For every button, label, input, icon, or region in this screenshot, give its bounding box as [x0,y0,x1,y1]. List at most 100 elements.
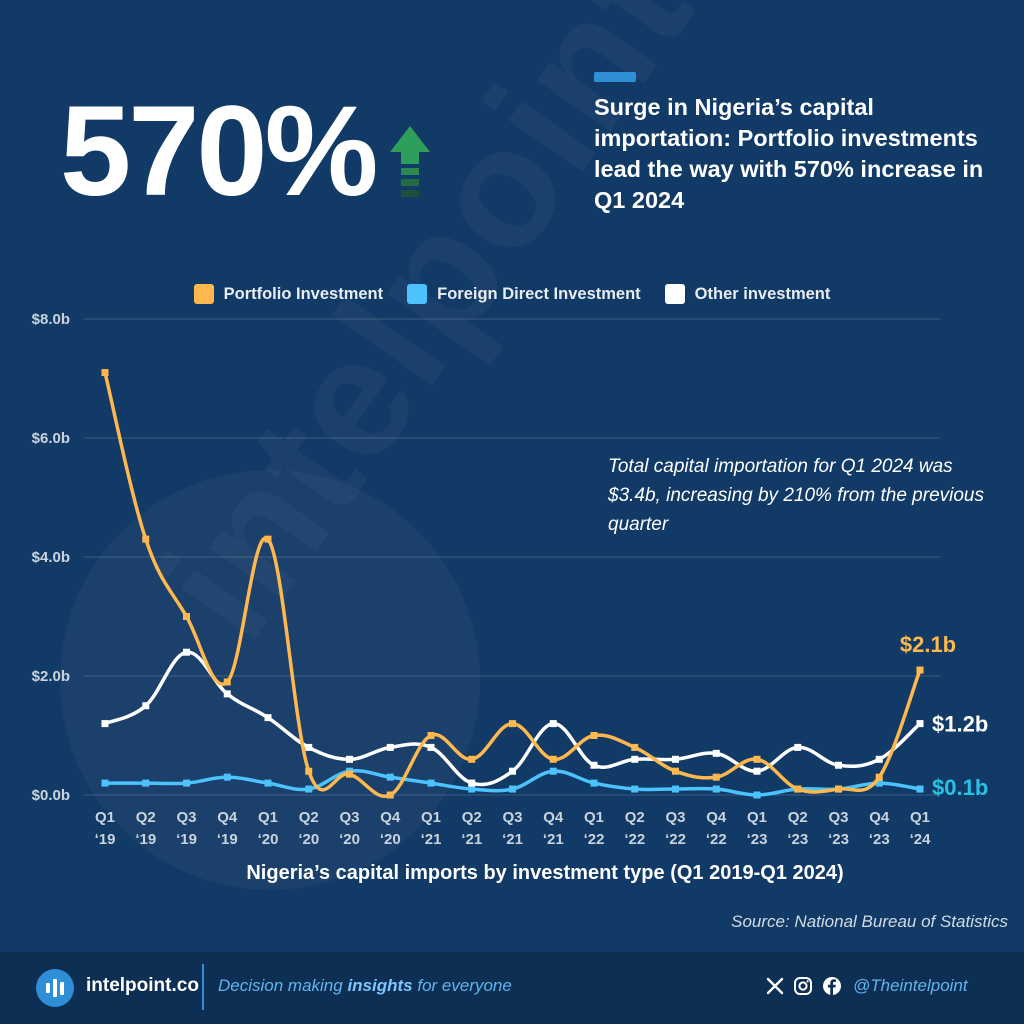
data-point-portfolio [142,535,150,543]
x-tick-label-year: ‘19 [135,831,156,848]
x-tick-label-year: ‘22 [584,831,605,848]
legend-label-other: Other investment [694,284,831,303]
facebook-icon[interactable] [822,976,842,996]
x-tick-label: Q3 [339,809,359,826]
y-tick-label: $2.0b [32,668,70,685]
legend-swatch-portfolio [193,284,214,304]
data-point-portfolio [835,785,842,793]
chart-annotation: Total capital importation for Q1 2024 wa… [608,456,984,535]
data-point-portfolio [223,678,231,686]
data-point-fdi [223,773,231,781]
tagline-bold: insights [347,976,413,995]
social-handle[interactable]: @Theintelpoint [853,976,968,995]
x-tick-label: Q4 [869,809,890,826]
data-point-other [672,755,679,763]
x-tick-label-year: ‘19 [95,831,116,848]
data-point-portfolio [794,785,802,793]
data-point-other [386,743,394,751]
y-tick-label: $8.0b [32,311,70,328]
data-point-other [590,761,598,769]
x-tick-label-year: ‘20 [258,831,279,848]
chart-title: Nigeria’s capital imports by investment … [246,862,844,884]
x-tick-label-year: ‘23 [869,831,890,848]
data-point-portfolio [386,791,394,799]
x-tick-label: Q1 [258,809,278,826]
brand-logo-icon [36,969,74,1007]
x-tick-label: Q1 [95,809,115,826]
data-point-other [753,767,761,775]
data-point-portfolio [916,666,924,674]
x-tick-label-year: ‘20 [380,831,401,848]
data-point-fdi [264,779,272,787]
x-tick-label: Q3 [176,809,196,826]
data-point-portfolio [875,773,883,781]
legend-item-fdi: Foreign Direct Investment [407,284,641,304]
data-point-portfolio [101,369,109,377]
data-point-other [264,714,272,722]
x-tick-label-year: ‘20 [339,831,360,848]
data-point-fdi [672,785,679,793]
footer-divider [202,964,204,1010]
x-tick-label: Q4 [217,809,238,826]
x-tick-label-year: ‘19 [176,831,197,848]
up-arrow-icon [390,126,430,197]
tagline-post: for everyone [412,976,512,995]
x-tick-label-year: ‘22 [665,831,686,848]
end-label-other: $1.2b [932,712,988,737]
data-point-other [305,743,313,751]
data-point-fdi [468,785,476,793]
data-point-portfolio [468,755,476,763]
social-links: @Theintelpoint [766,976,968,996]
x-tick-label: Q4 [543,809,564,826]
source-note: Source: National Bureau of Statistics [731,912,1008,931]
data-point-fdi [142,779,150,787]
x-tick-label: Q2 [462,809,482,826]
instagram-icon[interactable] [793,976,813,996]
data-point-portfolio [631,743,639,751]
legend-item-portfolio: Portfolio Investment [193,284,384,304]
x-twitter-icon[interactable] [766,977,784,995]
x-tick-label-year: ‘22 [706,831,727,848]
data-point-portfolio [346,770,353,778]
x-tick-label: Q2 [299,809,319,826]
series-line-other [104,650,922,787]
data-point-fdi [549,767,557,775]
data-point-portfolio [427,732,435,739]
data-point-portfolio [305,767,313,775]
data-point-other [509,767,516,775]
y-tick-label: $4.0b [32,549,70,566]
data-point-other [916,720,924,728]
data-point-other [427,743,435,751]
data-point-fdi [916,785,924,793]
x-tick-label: Q2 [625,809,645,826]
data-point-other [549,720,557,728]
x-tick-label: Q3 [665,809,685,826]
x-tick-label: Q3 [502,809,522,826]
data-point-portfolio [590,732,598,739]
data-point-portfolio [712,773,720,781]
data-point-fdi [875,779,883,787]
x-tick-label: Q2 [136,809,156,826]
brand-link[interactable]: intelpoint.co [86,975,199,996]
data-point-other [794,743,802,751]
headline: Surge in Nigeria’s capital importation: … [594,94,984,213]
end-label-fdi: $0.1b [932,775,988,800]
data-point-fdi [712,785,720,793]
tagline-pre: Decision making [218,976,348,995]
data-point-other [346,755,353,763]
data-point-other [468,779,476,787]
x-tick-label-year: ‘24 [910,831,932,848]
data-point-other [101,720,109,728]
x-tick-label-year: ‘19 [217,831,238,848]
data-point-portfolio [509,720,516,728]
legend-label-fdi: Foreign Direct Investment [437,284,641,303]
y-tick-label: $0.0b [32,787,70,804]
x-tick-label: Q4 [706,809,727,826]
legend-swatch-fdi [407,284,428,304]
data-point-fdi [101,779,109,787]
data-point-other [712,749,720,757]
data-point-fdi [386,773,394,781]
legend-label-portfolio: Portfolio Investment [223,284,384,303]
data-point-portfolio [549,755,557,763]
